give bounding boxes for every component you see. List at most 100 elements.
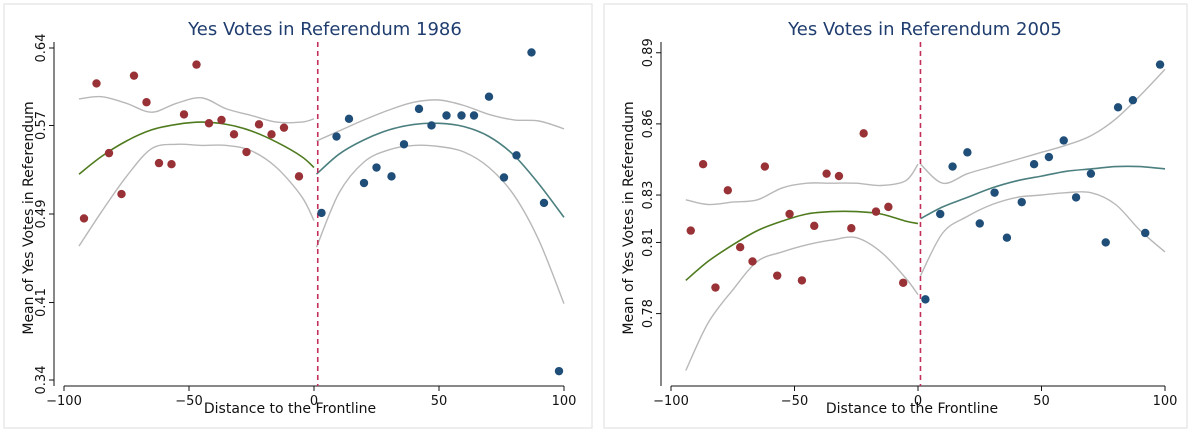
x-tick-label: 100 bbox=[552, 394, 577, 409]
right-data-point bbox=[399, 140, 409, 149]
left-data-point bbox=[142, 98, 151, 107]
left-data-point bbox=[217, 115, 226, 125]
y-tick-label: 0.89 bbox=[641, 38, 656, 67]
left-data-point bbox=[79, 214, 89, 223]
right-ci-lower-line bbox=[315, 144, 565, 304]
x-tick-label: −100 bbox=[46, 394, 82, 409]
left-data-point bbox=[898, 278, 908, 287]
right-data-point bbox=[387, 172, 396, 181]
left-data-point bbox=[785, 209, 794, 219]
right-data-point bbox=[1113, 103, 1123, 112]
chart-panel-1986: Yes Votes in Referendum 1986 Distance to… bbox=[3, 3, 593, 429]
left-data-point bbox=[884, 202, 893, 212]
left-fit-line bbox=[78, 121, 315, 175]
left-fit-line bbox=[685, 210, 919, 282]
left-data-point bbox=[698, 160, 708, 169]
right-data-point bbox=[469, 111, 479, 120]
right-data-point bbox=[1086, 169, 1096, 178]
right-data-point bbox=[1002, 233, 1012, 242]
right-data-point bbox=[414, 104, 424, 114]
x-axis-label: Distance to the Frontline bbox=[826, 401, 998, 417]
left-data-point bbox=[859, 129, 868, 138]
left-data-point bbox=[179, 110, 189, 119]
right-data-point bbox=[317, 208, 326, 218]
left-data-point bbox=[154, 158, 164, 168]
right-data-point bbox=[948, 162, 957, 171]
right-data-point bbox=[1128, 95, 1138, 105]
left-data-point bbox=[871, 207, 881, 216]
left-data-point bbox=[254, 120, 264, 129]
left-data-point bbox=[748, 257, 757, 266]
right-ci-upper-line bbox=[316, 99, 565, 142]
chart-title: Yes Votes in Referendum 2005 bbox=[787, 19, 1062, 40]
left-data-point bbox=[847, 224, 856, 233]
x-axis-label: Distance to the Frontline bbox=[204, 401, 376, 417]
x-tick-label: 0 bbox=[310, 394, 318, 409]
y-tick-label: 0.57 bbox=[34, 111, 49, 140]
right-data-point bbox=[527, 48, 536, 57]
right-fit-line bbox=[920, 165, 1166, 220]
y-axis-label: Mean of Yes Votes in Referendum bbox=[621, 101, 637, 334]
y-tick-label: 0.34 bbox=[34, 366, 49, 395]
y-tick-label: 0.81 bbox=[641, 228, 656, 257]
left-data-point bbox=[735, 243, 745, 252]
y-axis-label: Mean of Yes Votes in Referendum bbox=[21, 101, 37, 334]
right-data-point bbox=[975, 219, 984, 228]
left-data-point bbox=[294, 172, 304, 181]
left-data-point bbox=[797, 276, 807, 285]
chart-title: Yes Votes in Referendum 1986 bbox=[187, 19, 462, 40]
right-ci-upper-line bbox=[920, 68, 1166, 185]
left-data-point bbox=[760, 162, 770, 171]
left-data-point bbox=[810, 221, 819, 231]
plot-area: −100 −50 0 50 100 0.34 0.41 0.49 0.57 0.64 bbox=[34, 34, 576, 409]
x-tick-label: −100 bbox=[653, 394, 689, 409]
right-data-point bbox=[921, 295, 930, 304]
left-ci-upper-line bbox=[685, 163, 919, 206]
x-tick-label: 50 bbox=[1033, 394, 1050, 409]
right-data-point bbox=[990, 188, 999, 197]
plot-area: −100 −50 0 50 100 0.78 0.81 0.83 0.86 0.89 bbox=[641, 38, 1177, 409]
left-data-point bbox=[686, 226, 695, 235]
right-data-point bbox=[963, 148, 972, 157]
left-data-point bbox=[723, 186, 733, 195]
x-tick-label: 0 bbox=[914, 394, 922, 409]
right-ci-lower-line bbox=[919, 191, 1166, 277]
left-data-point bbox=[822, 169, 831, 178]
left-data-point bbox=[229, 130, 239, 139]
right-data-point bbox=[372, 163, 381, 172]
y-tick-label: 0.41 bbox=[34, 288, 49, 317]
right-data-point bbox=[1029, 160, 1039, 169]
right-data-point bbox=[1141, 228, 1150, 238]
right-data-point bbox=[1101, 238, 1110, 247]
right-data-point bbox=[1017, 197, 1026, 207]
right-data-point bbox=[457, 111, 466, 120]
right-data-point bbox=[359, 178, 369, 188]
right-data-point bbox=[1071, 193, 1081, 202]
y-tick-label: 0.49 bbox=[34, 200, 49, 229]
left-ci-upper-line bbox=[78, 95, 315, 124]
left-ci-lower-line bbox=[78, 143, 315, 247]
right-data-point bbox=[442, 111, 451, 120]
x-tick-label: 50 bbox=[431, 394, 448, 409]
left-data-point bbox=[242, 147, 251, 157]
right-data-point bbox=[512, 151, 521, 160]
left-data-point bbox=[92, 79, 101, 88]
right-data-point bbox=[1155, 60, 1165, 69]
left-data-point bbox=[192, 60, 201, 69]
y-tick-label: 0.78 bbox=[641, 299, 656, 328]
panel-frame bbox=[603, 3, 1188, 429]
right-fit-line bbox=[315, 122, 565, 218]
right-data-point bbox=[499, 173, 509, 182]
left-data-point bbox=[117, 189, 126, 199]
chart-panel-2005: Yes Votes in Referendum 2005 Distance to… bbox=[603, 3, 1188, 429]
y-tick-label: 0.83 bbox=[641, 181, 656, 210]
right-data-point bbox=[554, 366, 564, 376]
left-data-point bbox=[129, 71, 139, 80]
right-data-point bbox=[484, 92, 494, 101]
left-ci-lower-line bbox=[685, 236, 919, 371]
left-data-point bbox=[167, 160, 176, 169]
left-data-point bbox=[104, 148, 114, 158]
y-tick-label: 0.64 bbox=[34, 34, 49, 63]
left-data-point bbox=[267, 130, 276, 139]
